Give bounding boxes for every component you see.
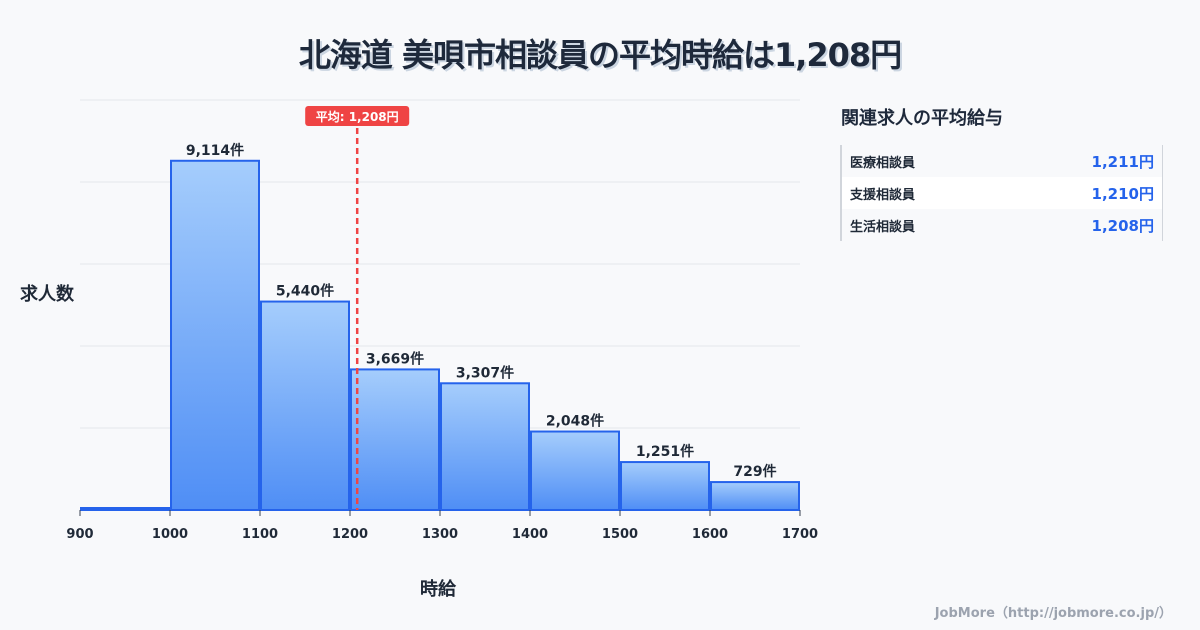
histogram-bar — [440, 382, 530, 511]
x-axis-label: 時給 — [420, 579, 456, 600]
histogram-bar — [530, 430, 620, 512]
histogram-chart: 9,114件 5,440件 3,669件 3,307件 2,048件 1,251件 729件… — [66, 99, 818, 542]
job-name: 医療相談員 — [850, 155, 916, 171]
job-wage: 1,210円 — [1091, 184, 1154, 203]
x-tick-label: 1100 — [242, 527, 278, 542]
x-tick-label: 1200 — [332, 527, 368, 542]
x-tick-label: 1400 — [512, 527, 548, 542]
histogram-bar — [80, 507, 170, 511]
x-tick-label: 900 — [66, 527, 93, 542]
related-jobs-table: 医療相談員 1,211円 支援相談員 1,210円 生活相談員 1,208円 — [840, 145, 1163, 241]
bar-data-label: 9,114件 — [186, 142, 244, 159]
job-wage: 1,211円 — [1091, 152, 1154, 171]
related-job-row: 支援相談員 1,210円 — [842, 177, 1162, 209]
bar-data-label: 2,048件 — [546, 413, 604, 430]
x-tick-label: 1700 — [782, 527, 818, 542]
job-wage: 1,208円 — [1091, 216, 1154, 235]
related-jobs-title: 関連求人の平均給与 — [841, 108, 1003, 129]
y-axis-label: 求人数 — [20, 284, 74, 305]
x-tick-label: 1300 — [422, 527, 458, 542]
bar-data-label: 1,251件 — [636, 443, 694, 460]
mean-label-badge — [305, 106, 410, 126]
footer-credit: JobMore（http://jobmore.co.jp/） — [934, 606, 1172, 621]
bar-data-label: 3,669件 — [366, 350, 424, 367]
x-tick-label: 1500 — [602, 527, 638, 542]
histogram-bar — [260, 300, 350, 511]
mean-label: 平均: 1,208円 — [316, 109, 399, 124]
histogram-bar — [170, 159, 260, 511]
bar-data-label: 3,307件 — [456, 364, 514, 381]
bar-data-label: 729件 — [733, 463, 776, 480]
x-tick-label: 1000 — [152, 527, 188, 542]
page-title: 北海道 美唄市相談員の平均時給は1,208円 — [298, 36, 902, 74]
histogram-bar — [620, 461, 710, 511]
x-tick-label: 1600 — [692, 527, 728, 542]
job-name: 生活相談員 — [850, 219, 916, 235]
histogram-bar — [350, 368, 440, 511]
related-job-row: 医療相談員 1,211円 — [842, 145, 1162, 177]
job-name: 支援相談員 — [850, 187, 916, 203]
histogram-bar — [710, 481, 800, 511]
related-job-row: 生活相談員 1,208円 — [842, 209, 1162, 241]
bar-data-label: 5,440件 — [276, 283, 334, 300]
